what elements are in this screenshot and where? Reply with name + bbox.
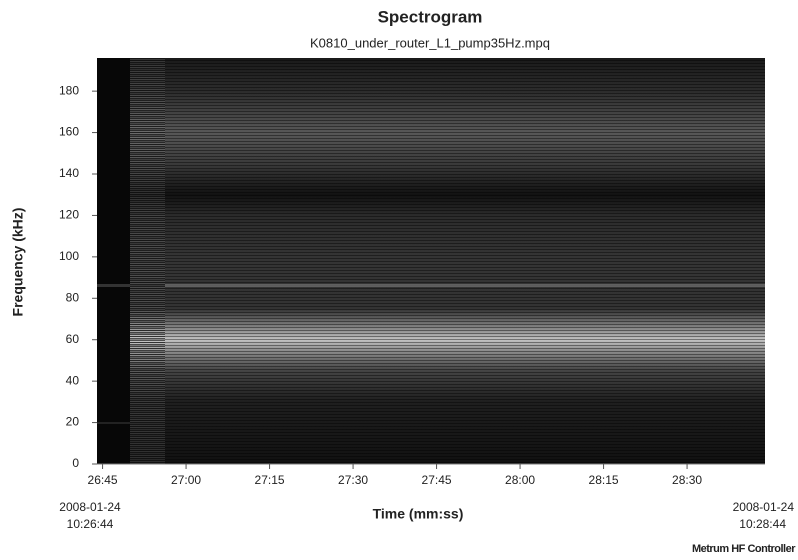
y-tick-label: 40 <box>66 373 80 387</box>
y-tick-label: 160 <box>59 125 79 139</box>
y-tick-label: 140 <box>59 166 79 180</box>
x-axis-label: Time (mm:ss) <box>373 506 464 522</box>
spectrogram-image <box>97 58 765 464</box>
x-tick-label: 28:00 <box>505 473 535 487</box>
start-time: 10:26:44 <box>67 517 114 531</box>
start-date: 2008-01-24 <box>59 500 121 514</box>
y-tick-label: 0 <box>72 456 79 470</box>
end-time: 10:28:44 <box>739 517 786 531</box>
y-axis-label: Frequency (kHz) <box>10 208 26 317</box>
y-tick-label: 120 <box>59 208 79 222</box>
y-tick-label: 180 <box>59 83 79 97</box>
y-tick-label: 100 <box>59 249 79 263</box>
x-tick-label: 26:45 <box>88 473 118 487</box>
chart-subtitle: K0810_under_router_L1_pump35Hz.mpq <box>310 35 550 50</box>
x-tick-label: 27:15 <box>255 473 285 487</box>
x-tick-label: 28:30 <box>672 473 702 487</box>
end-date: 2008-01-24 <box>733 500 795 514</box>
y-tick-label: 80 <box>66 290 80 304</box>
footer: Metrum HF Controller <box>692 543 796 555</box>
y-tick-label: 60 <box>66 332 80 346</box>
x-tick-label: 27:00 <box>171 473 201 487</box>
y-tick-label: 20 <box>66 415 80 429</box>
x-tick-label: 27:30 <box>338 473 368 487</box>
chart-title: Spectrogram <box>378 7 483 26</box>
x-tick-label: 28:15 <box>589 473 619 487</box>
x-tick-label: 27:45 <box>422 473 452 487</box>
